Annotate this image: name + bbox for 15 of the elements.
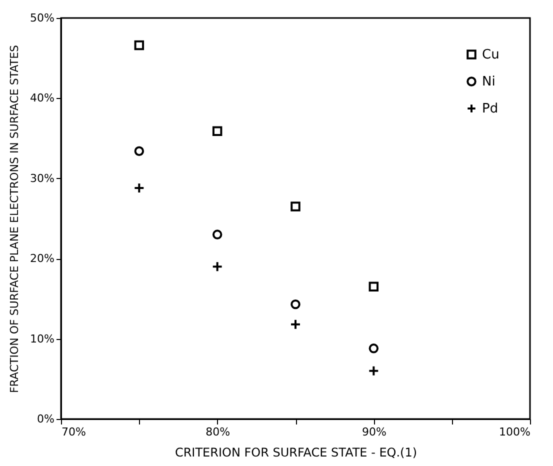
- x-tick-label: 100%: [499, 426, 530, 438]
- y-tick-label: 20%: [30, 252, 54, 266]
- y-tick-label: 10%: [30, 332, 54, 346]
- y-tick-label: 50%: [30, 12, 54, 24]
- y-axis-title: FRACTION OF SURFACE PLANE ELECTRONS IN SURFACE STATES: [8, 44, 22, 394]
- legend-label: Ni: [482, 74, 496, 90]
- legend-label: Pd: [482, 102, 498, 116]
- y-tick-label: 30%: [30, 172, 54, 185]
- x-tick-label: 70%: [62, 426, 86, 438]
- x-axis-title: CRITERION FOR SURFACE STATE - EQ.(1): [174, 446, 418, 460]
- x-tick-label: 80%: [206, 426, 230, 438]
- y-tick-label: 0%: [37, 412, 54, 426]
- y-tick-label: 40%: [30, 92, 54, 105]
- x-tick-label: 90%: [362, 426, 386, 438]
- legend-label: Cu: [482, 48, 500, 62]
